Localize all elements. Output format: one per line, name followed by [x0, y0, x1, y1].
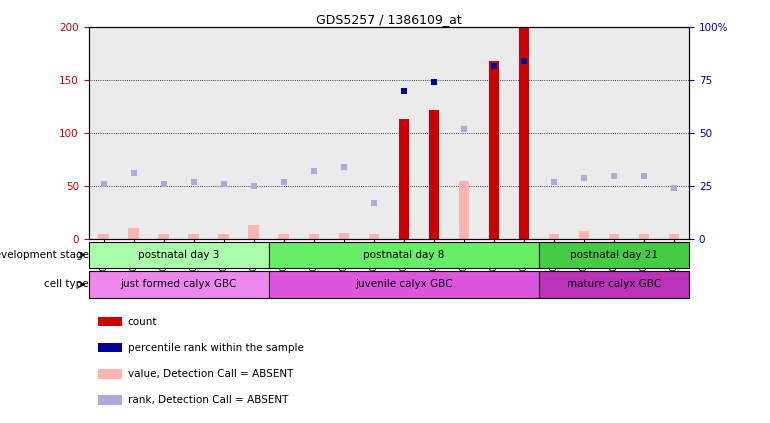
Bar: [119, 27, 149, 239]
Text: value, Detection Call = ABSENT: value, Detection Call = ABSENT: [128, 369, 293, 379]
Point: [578, 174, 591, 181]
Bar: [159, 234, 169, 239]
Point: [548, 179, 561, 185]
Bar: [549, 234, 559, 239]
Point: [368, 200, 380, 206]
Text: cell type: cell type: [44, 280, 89, 289]
Bar: [539, 271, 689, 298]
Bar: [89, 27, 119, 239]
Point: [97, 181, 110, 187]
Bar: [569, 27, 599, 239]
Bar: [519, 27, 529, 239]
Bar: [579, 231, 589, 239]
Bar: [98, 395, 122, 404]
Bar: [269, 242, 539, 268]
Bar: [399, 120, 409, 239]
Text: postnatal day 8: postnatal day 8: [363, 250, 444, 260]
Bar: [189, 234, 199, 239]
Bar: [369, 234, 379, 239]
Bar: [179, 27, 209, 239]
Bar: [99, 234, 109, 239]
Point: [127, 170, 140, 177]
Point: [337, 164, 350, 170]
Bar: [449, 27, 479, 239]
Point: [608, 172, 621, 179]
Text: count: count: [128, 317, 157, 327]
Point: [488, 62, 500, 69]
Text: just formed calyx GBC: just formed calyx GBC: [120, 280, 237, 289]
Bar: [539, 242, 689, 268]
Bar: [329, 27, 359, 239]
Bar: [279, 234, 289, 239]
Point: [157, 181, 169, 187]
Bar: [609, 234, 619, 239]
Bar: [639, 234, 649, 239]
Bar: [129, 228, 139, 239]
Point: [307, 168, 320, 175]
Point: [517, 58, 530, 65]
Bar: [539, 27, 569, 239]
Bar: [629, 27, 659, 239]
Bar: [299, 27, 329, 239]
Bar: [149, 27, 179, 239]
Point: [428, 79, 440, 86]
Bar: [419, 27, 449, 239]
Point: [668, 185, 681, 192]
Bar: [659, 27, 689, 239]
Text: percentile rank within the sample: percentile rank within the sample: [128, 343, 303, 353]
Point: [188, 179, 200, 185]
Bar: [489, 61, 499, 239]
Text: rank, Detection Call = ABSENT: rank, Detection Call = ABSENT: [128, 395, 288, 405]
Bar: [509, 27, 539, 239]
Bar: [479, 27, 509, 239]
Title: GDS5257 / 1386109_at: GDS5257 / 1386109_at: [316, 14, 462, 26]
Point: [217, 181, 229, 187]
Bar: [209, 27, 239, 239]
Text: mature calyx GBC: mature calyx GBC: [567, 280, 661, 289]
Bar: [669, 234, 679, 239]
Bar: [269, 271, 539, 298]
Bar: [599, 27, 629, 239]
Bar: [249, 225, 259, 239]
Point: [397, 88, 410, 94]
Bar: [98, 343, 122, 352]
Point: [248, 183, 260, 190]
Point: [277, 179, 290, 185]
Bar: [339, 233, 349, 239]
Bar: [98, 317, 122, 327]
Text: postnatal day 3: postnatal day 3: [138, 250, 219, 260]
Bar: [98, 369, 122, 379]
Bar: [309, 234, 319, 239]
Bar: [89, 242, 269, 268]
Bar: [219, 234, 229, 239]
Point: [638, 172, 650, 179]
Bar: [389, 27, 419, 239]
Bar: [269, 27, 299, 239]
Bar: [429, 110, 439, 239]
Bar: [359, 27, 389, 239]
Text: juvenile calyx GBC: juvenile calyx GBC: [355, 280, 453, 289]
Point: [457, 126, 470, 132]
Bar: [89, 271, 269, 298]
Bar: [239, 27, 269, 239]
Text: development stage: development stage: [0, 250, 89, 260]
Bar: [459, 181, 469, 239]
Text: postnatal day 21: postnatal day 21: [570, 250, 658, 260]
